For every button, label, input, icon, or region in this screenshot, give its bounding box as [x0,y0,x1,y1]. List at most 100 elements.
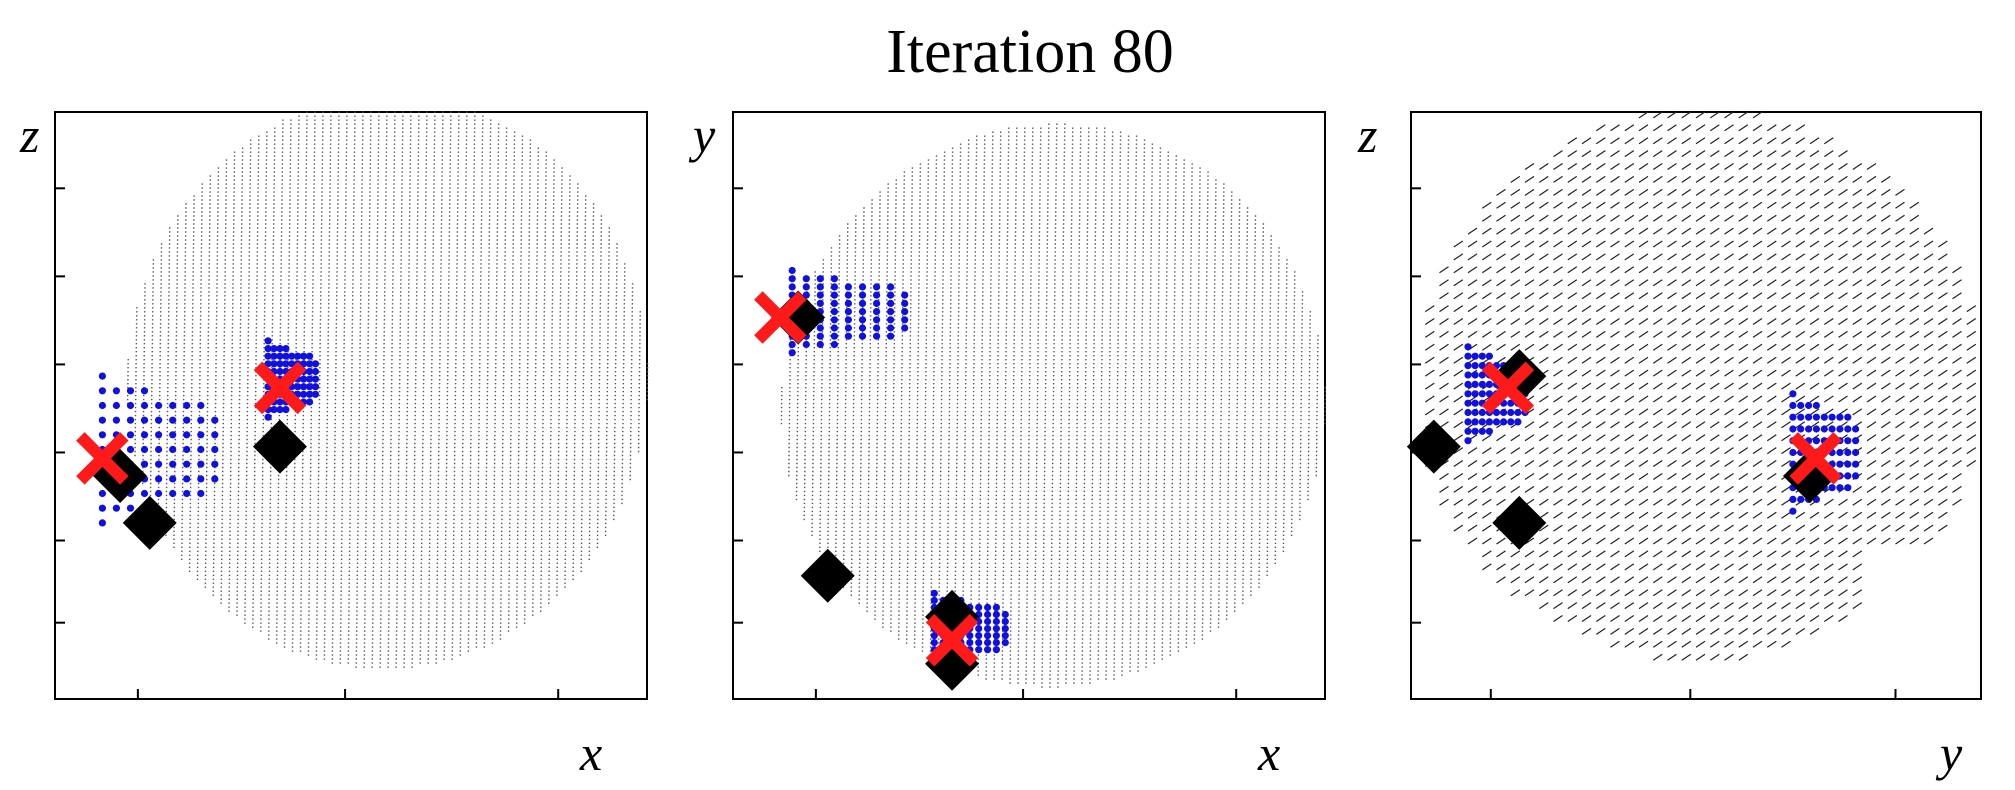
cluster-point [901,308,909,316]
cluster-point [802,283,810,291]
cluster-point [992,646,1001,654]
cluster-point [1852,472,1860,480]
cluster-point [816,291,824,299]
cluster-point [183,445,191,454]
cluster-point [126,401,135,410]
cluster-point [975,603,983,612]
cluster-point [887,283,895,291]
cluster-point [844,283,853,291]
cluster-point [844,316,853,324]
cluster-point [992,610,1001,619]
cluster-point [112,416,120,424]
cluster-point [1478,427,1486,435]
cluster-point [1464,437,1472,445]
cluster-point [975,639,983,647]
cluster-point [1812,413,1820,421]
cluster-point [1797,401,1805,410]
cluster-point [126,416,135,424]
cluster-point [873,324,881,332]
cluster-point [306,375,314,383]
cluster-point [197,401,205,410]
cluster-point [966,639,974,647]
true-center-marker [122,495,177,550]
cluster-point [930,639,938,647]
cluster-point [140,489,149,498]
estimate-layer [1481,361,1842,485]
cluster-point [1471,380,1479,388]
cluster-point [930,589,938,597]
cluster-point [992,625,1001,633]
cluster-point [288,352,296,360]
cluster-point [1852,425,1860,433]
cluster-point [1471,371,1479,379]
cluster-point [901,291,909,299]
cluster-point [1471,352,1479,360]
cluster-point [1471,399,1479,407]
cluster-point [211,416,219,424]
cluster-point [1485,418,1493,426]
cluster-point [873,316,881,324]
cluster-point [294,352,302,360]
cluster-point [126,504,135,512]
cluster-point [183,460,191,468]
cluster-point [930,596,938,605]
cluster-point [844,324,853,332]
cluster-point [858,291,867,299]
cluster-point [816,299,824,307]
cluster-point [155,416,163,424]
cluster-point [126,387,135,395]
true-center-marker [1406,419,1461,474]
cluster-point [211,445,219,454]
y-axis-label: z [19,107,39,163]
true-center-marker [1492,495,1547,550]
cluster-point [830,283,839,291]
cluster-point [276,367,284,376]
cluster-point [873,332,881,340]
x-axis-label: y [1935,725,1963,781]
cluster-point [183,489,191,498]
cluster-point [1797,413,1805,421]
true-center-marker [800,548,855,603]
cluster-point [1805,413,1813,421]
cluster-point [1507,399,1515,407]
cluster-point [816,332,824,340]
cluster-point [112,401,120,410]
estimate-marker [925,614,979,667]
estimate-marker [754,291,807,344]
cluster-point [816,340,824,349]
cluster-point [1471,408,1479,417]
cluster-point [816,324,824,332]
cluster-point [873,291,881,299]
cluster-point [282,345,290,353]
cluster-point [126,431,135,439]
cluster-point [306,352,314,360]
cluster-point [1464,418,1472,426]
cluster-point [211,431,219,439]
cluster-point [300,375,308,383]
cluster-point [901,316,909,324]
true-center-marker [252,419,307,474]
y-axis-label: z [1357,107,1377,163]
cluster-point [1828,484,1836,492]
cluster-point [197,475,205,483]
cluster-point [264,360,272,368]
cluster-point [830,316,839,324]
cluster-point [294,383,302,391]
cluster-point [276,352,284,360]
cluster-point [788,340,796,349]
cluster-point [264,345,272,353]
cluster-point [1464,390,1472,398]
cluster-point [930,632,938,640]
cluster-point [1789,413,1797,421]
cluster-point [140,445,149,454]
cluster-point [264,352,272,360]
ticks-layer [733,187,1238,699]
cluster-point [1852,448,1860,457]
cluster-point [975,632,983,640]
cluster-point [873,308,881,316]
cluster-point [887,332,895,340]
cluster-point [830,340,839,349]
cluster-point [155,445,163,454]
cluster-point [844,291,853,299]
cluster-point [1001,617,1009,626]
